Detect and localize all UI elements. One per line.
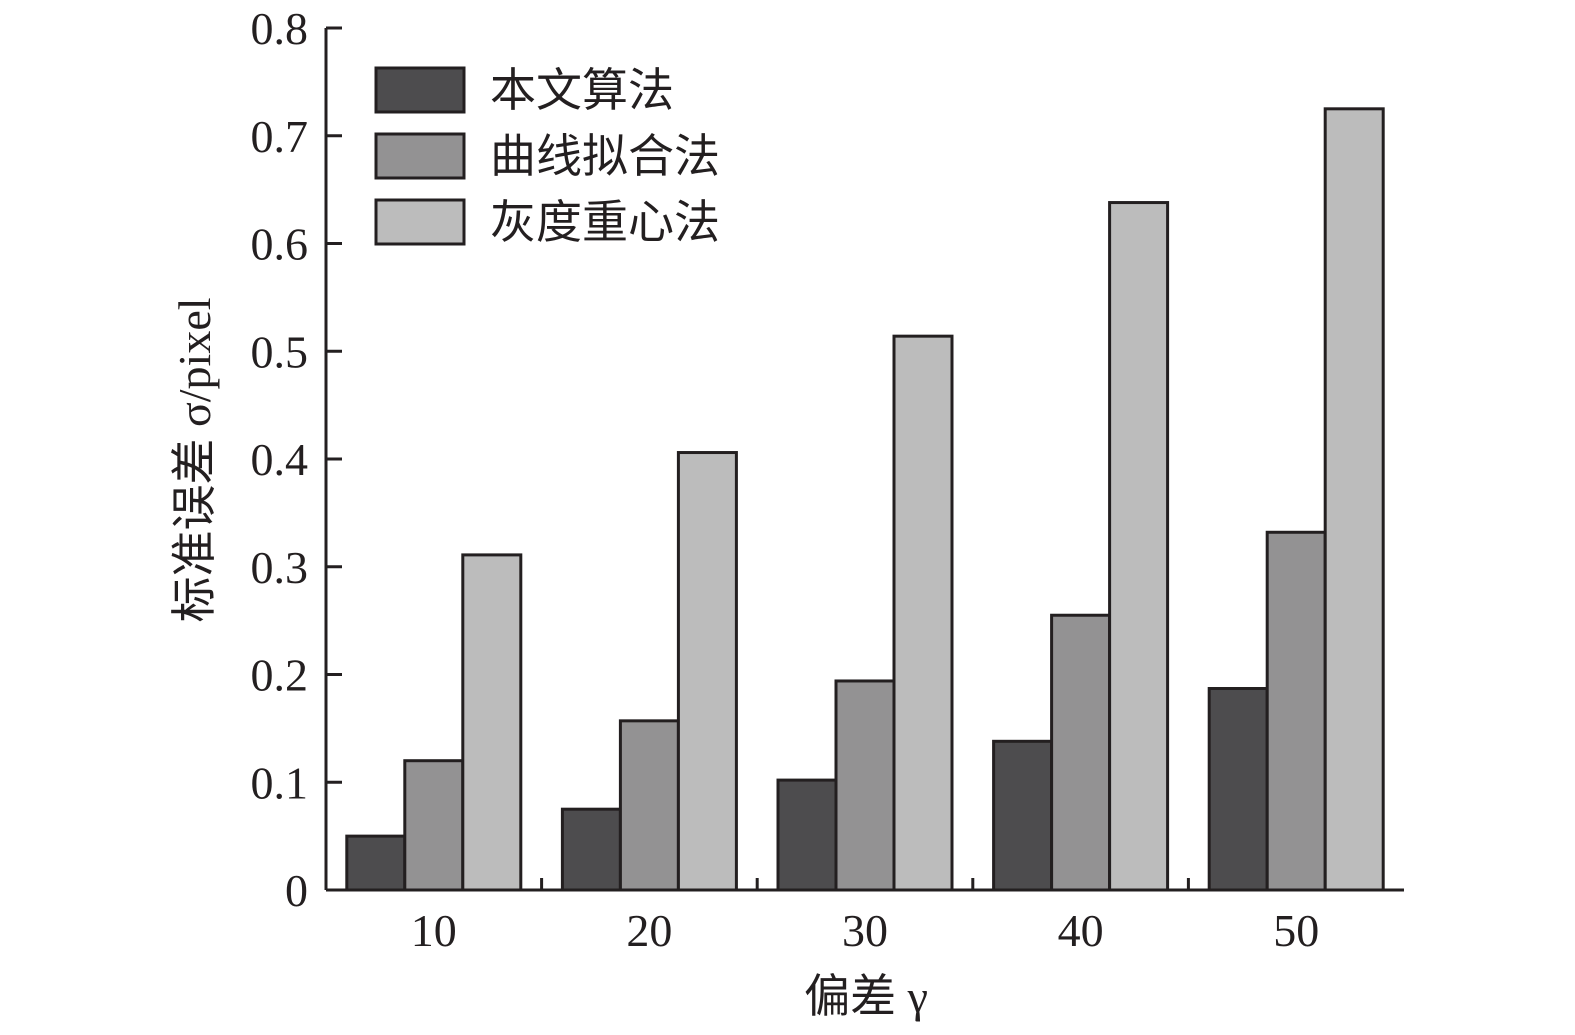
y-tick-label: 0 (285, 865, 308, 916)
x-ticks-group: 10 20 30 40 50 (411, 878, 1319, 956)
y-ticks-group: 0 0.1 0.2 0.3 0.4 0.5 0.6 0.7 0.8 (251, 3, 342, 916)
bar-10-series-2 (403, 759, 465, 892)
x-axis-title: 偏差 γ (804, 971, 928, 1022)
y-tick-label: 0.6 (251, 219, 309, 270)
bar-50-series-1 (1207, 687, 1269, 892)
bar-10-series-3 (461, 553, 523, 892)
legend-swatch-3 (374, 198, 466, 246)
x-tick-label-50: 50 (1273, 905, 1319, 956)
y-tick-label: 0.4 (251, 434, 309, 485)
y-tick-label: 0.8 (251, 3, 309, 54)
bar-10-series-1 (345, 834, 407, 892)
bar-30-series-1 (776, 778, 838, 892)
legend-swatch-1 (374, 66, 466, 114)
legend-label-3: 灰度重心法 (490, 197, 720, 248)
bar-20-series-3 (676, 451, 738, 892)
y-tick-label: 0.7 (251, 111, 309, 162)
y-tick-label: 0.2 (251, 650, 309, 701)
y-tick-label: 0.1 (251, 757, 309, 808)
bar-20-series-1 (560, 807, 622, 892)
bar-30-series-3 (892, 334, 954, 892)
x-tick-label-20: 20 (626, 905, 672, 956)
bar-40-series-3 (1108, 201, 1170, 892)
legend-label-1: 本文算法 (490, 65, 674, 116)
bar-50-series-2 (1265, 530, 1327, 892)
y-axis-title: 标准误差 σ/pixel (169, 297, 220, 622)
bar-30-series-2 (834, 679, 896, 892)
bar-20-series-2 (618, 719, 680, 892)
bar-40-series-2 (1050, 613, 1112, 892)
bar-50-series-3 (1323, 107, 1385, 892)
legend-label-2: 曲线拟合法 (490, 131, 720, 182)
y-tick-label: 0.3 (251, 542, 309, 593)
x-tick-label-10: 10 (411, 905, 457, 956)
y-tick-label: 0.5 (251, 326, 309, 377)
x-tick-label-30: 30 (842, 905, 888, 956)
legend-swatch-2 (374, 132, 466, 180)
bar-40-series-1 (992, 739, 1054, 892)
bars-group (345, 107, 1385, 892)
x-tick-label-40: 40 (1058, 905, 1104, 956)
